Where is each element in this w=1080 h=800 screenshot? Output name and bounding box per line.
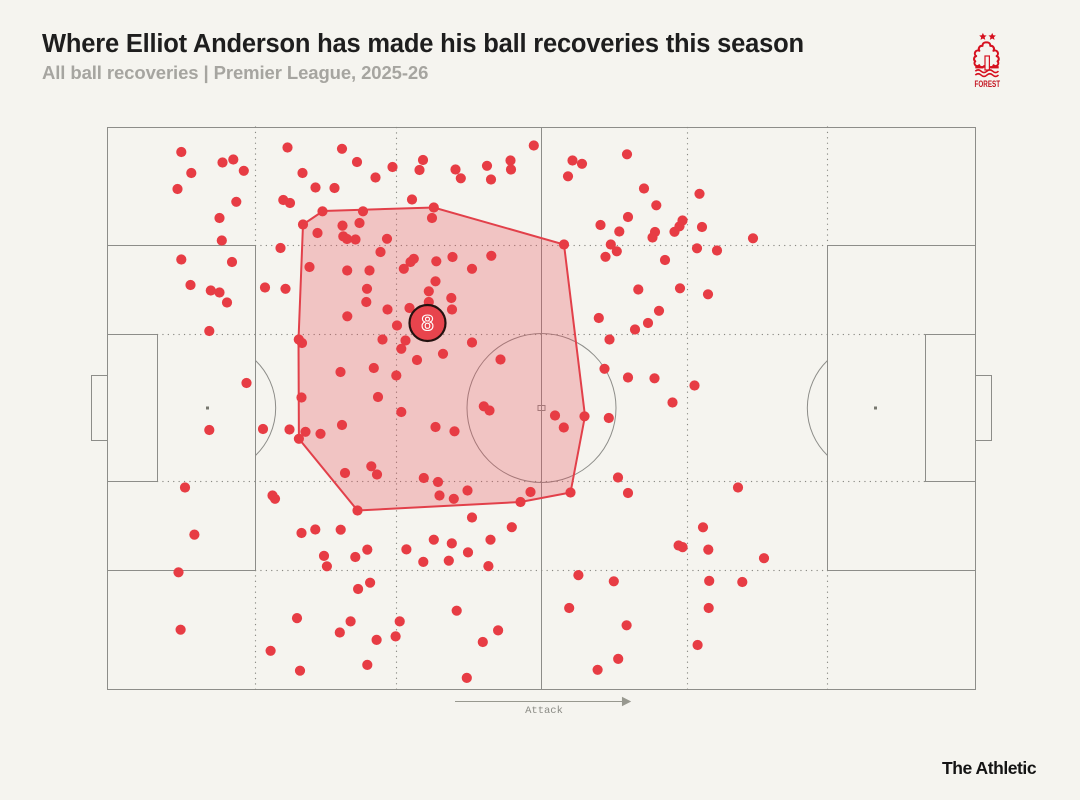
svg-text:8: 8 — [421, 311, 433, 336]
svg-text:FOREST: FOREST — [975, 79, 1001, 90]
